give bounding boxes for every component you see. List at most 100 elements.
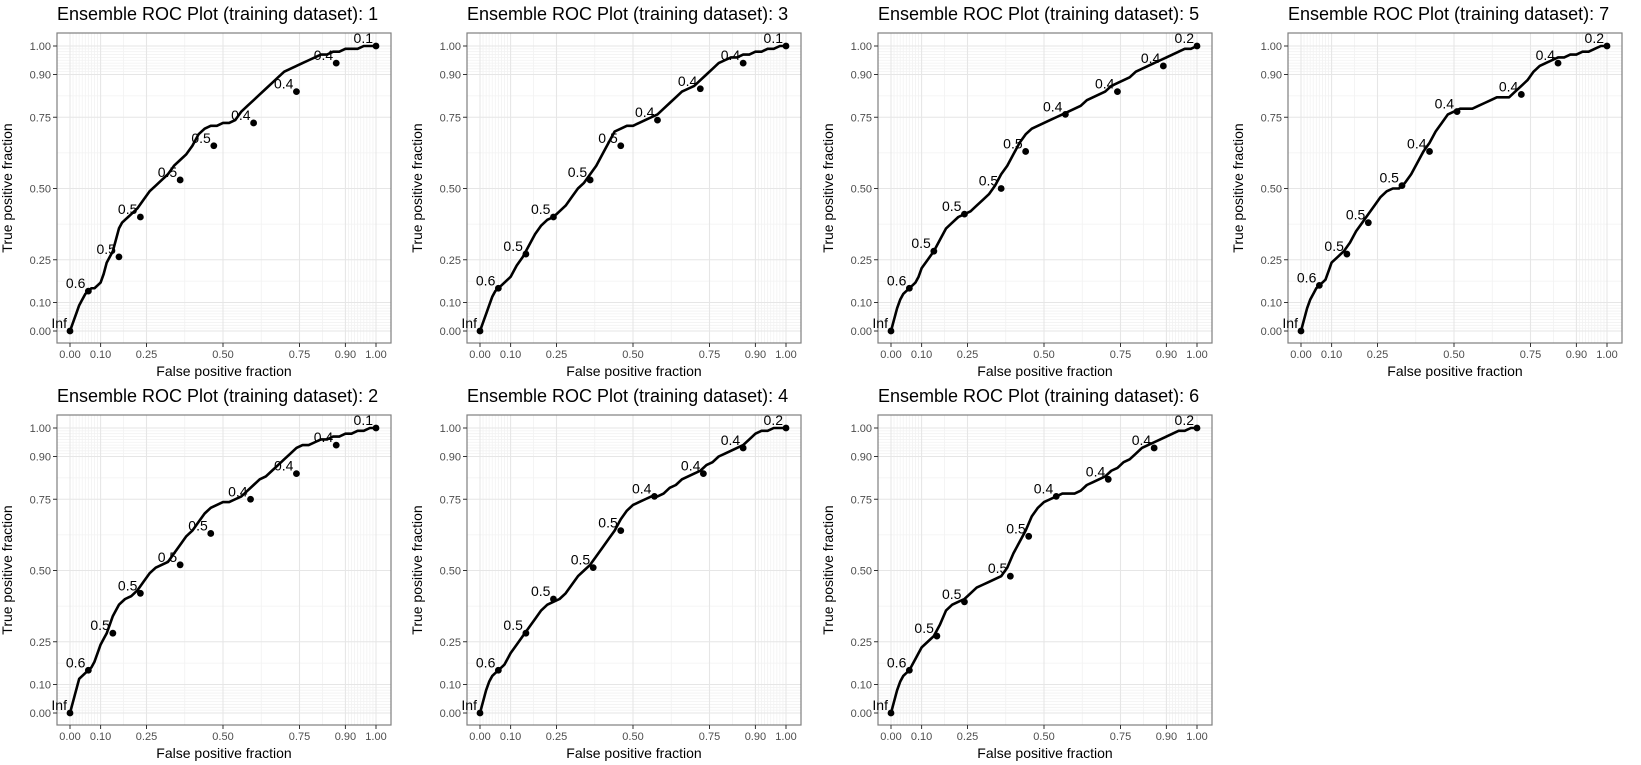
x-tick-label: 0.00 [469,349,490,361]
cutoff-label: 0.5 [911,235,931,251]
grid-lines [467,33,801,343]
cutoff-label: 0.4 [231,107,251,123]
grid-lines [467,415,801,725]
x-tick-label: 0.90 [745,731,766,743]
cutoff-point [250,119,257,127]
cutoff-point [651,493,658,500]
x-tick-label: 0.00 [59,731,80,743]
cutoff-label: 0.5 [191,130,211,146]
y-tick-label: 1.00 [851,41,872,53]
cutoff-point [84,287,92,295]
roc-panel-3: 0.00 0.10 0.25 0.50 0.75 0.90 1.00 0.00 0.10 0.25… [820,4,1213,379]
cutoff-point [494,666,502,674]
cutoff-point [617,527,625,534]
x-tick-label: 0.10 [1321,349,1342,361]
cutoff-point [332,441,340,449]
cutoff-label: 0.4 [274,76,294,92]
cutoff-point [1554,59,1562,67]
x-tick-label: 0.25 [1367,349,1388,361]
cutoff-label: 0.4 [1095,76,1115,92]
cutoff-label: 0.4 [1086,463,1106,479]
cutoff-label: 0.5 [96,241,116,257]
cutoff-point [494,284,502,292]
y-tick-label: 0.10 [440,680,461,692]
cutoff-label: 0.5 [1003,135,1023,151]
cutoff-point [961,210,968,218]
cutoff-label: 0.1 [354,30,374,46]
x-tick-label: 0.75 [289,731,310,743]
cutoff-point [1193,42,1201,50]
cutoff-point [589,564,597,572]
cutoff-point [1052,493,1060,500]
x-tick-label: 1.00 [365,731,386,743]
cutoff-label: 0.4 [228,483,248,499]
panel-title: Ensemble ROC Plot (training dataset): 5 [878,4,1199,24]
cutoff-point [176,561,184,569]
y-tick-label: 1.00 [30,41,51,53]
x-tick-label: 0.50 [622,349,643,361]
x-tick-label: 0.10 [90,349,111,361]
cutoff-label: 0.1 [354,412,374,428]
cutoff-point [136,213,144,221]
cutoff-label: 0.5 [568,164,588,180]
x-tick-label: 0.75 [699,731,720,743]
cutoff-label: 0.5 [118,201,138,217]
x-axis-title: False positive fraction [1387,363,1522,379]
cutoff-point [1398,182,1406,190]
x-tick-label: 0.10 [90,731,111,743]
cutoff-label: 0.5 [598,130,618,146]
y-axis-title: True positive fraction [820,505,836,634]
y-tick-label: 0.00 [440,326,461,338]
cutoff-label: 0.4 [721,47,741,63]
y-axis-title: True positive fraction [820,123,836,252]
y-tick-label: 0.75 [440,494,461,506]
x-tick-label: 1.00 [775,349,796,361]
cutoff-label: 0.4 [274,458,294,474]
cutoff-label: 0.4 [678,73,698,89]
cutoff-point [586,176,594,184]
cutoff-point [293,88,300,95]
x-axis-title: False positive fraction [566,745,701,761]
roc-curve [1299,44,1609,333]
y-tick-label: 0.50 [30,184,51,196]
cutoff-point [476,709,484,717]
y-tick-label: 0.90 [851,452,872,464]
cutoff-point [1453,108,1461,115]
cutoff-point [1517,91,1525,98]
x-tick-label: 0.50 [1033,731,1054,743]
y-tick-label: 0.75 [30,494,51,506]
panel-title: Ensemble ROC Plot (training dataset): 1 [57,4,378,24]
cutoff-point [247,495,254,503]
cutoff-point [207,530,215,537]
y-tick-label: 0.00 [30,326,51,338]
cutoff-label: Inf [51,315,67,331]
x-axis-title: False positive fraction [156,363,291,379]
cutoff-point [372,424,380,432]
y-tick-label: 0.10 [851,680,872,692]
cutoff-point [905,666,913,674]
cutoff-point [1315,282,1323,289]
cutoff-point [550,213,557,221]
x-tick-label: 0.10 [911,731,932,743]
cutoff-label: 0.5 [942,198,962,214]
cutoff-label: Inf [461,315,477,331]
cutoff-label: 0.4 [314,429,334,445]
x-tick-label: 0.90 [745,349,766,361]
cutoff-label: 0.6 [66,654,86,670]
roc-panel-7: 0.00 0.10 0.25 0.50 0.75 0.90 1.00 0.00 0.10 0.25… [820,386,1213,761]
cutoff-point [84,666,92,674]
cutoff-point [654,116,661,124]
x-tick-label: 0.00 [880,731,901,743]
cutoff-label: 0.6 [66,275,86,291]
x-tick-label: 1.00 [365,349,386,361]
x-tick-label: 0.50 [212,349,233,361]
cutoff-point [522,629,530,637]
cutoff-point [930,247,938,255]
grid-lines [878,33,1212,343]
y-tick-label: 0.00 [30,708,51,720]
cutoff-point [476,327,484,335]
x-tick-label: 1.00 [1596,349,1617,361]
y-tick-label: 0.00 [851,326,872,338]
x-tick-label: 0.50 [1033,349,1054,361]
